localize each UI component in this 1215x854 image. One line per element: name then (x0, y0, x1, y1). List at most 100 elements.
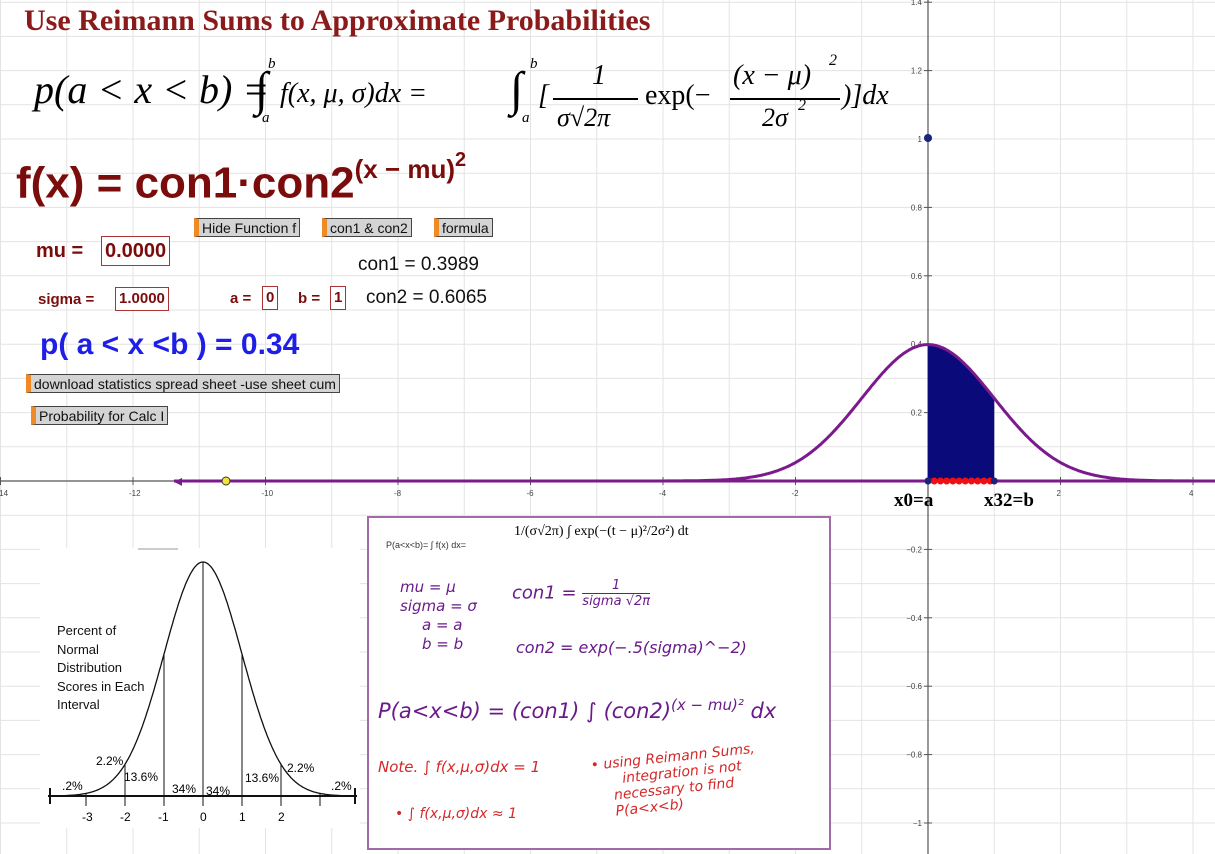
integral-sign-2: ∫ (510, 63, 524, 116)
riemann-point (980, 477, 988, 485)
note-probability: P(a<x<b) = (con1) ∫ (con2)(x − mu)² dx (378, 696, 777, 723)
normal-curve (649, 343, 1213, 483)
pct-label: .2% (331, 779, 352, 793)
page-title: Use Reimann Sums to Approximate Probabil… (24, 4, 651, 37)
note-approx: • ∫ f(x,μ,σ)dx ≈ 1 (395, 806, 517, 822)
lower-limit: a (262, 110, 270, 126)
y-tick-label: 0.4 (911, 340, 923, 349)
note-definitions: mu = μ sigma = σ a = a b = b (400, 578, 477, 654)
b-input[interactable]: 1 (330, 286, 347, 310)
bell-tick: 1 (239, 810, 246, 824)
x-tick-label: -14 (0, 489, 9, 498)
bell-tick: -2 (120, 810, 131, 824)
y-tick-label: −0.6 (906, 682, 922, 691)
integral-sign: ∫ (255, 63, 269, 116)
riemann-point (930, 477, 938, 485)
mu-label: mu = (36, 240, 84, 262)
probability-result: p( a < x <b ) = 0.34 (40, 328, 300, 361)
exp-den-sq: 2 (798, 97, 806, 114)
exp-text: exp(− (645, 80, 711, 111)
y-tick-label: 1.4 (911, 0, 923, 7)
riemann-points (924, 477, 998, 485)
pct-label: .2% (62, 779, 83, 793)
sigma-label: sigma = (38, 291, 95, 308)
function-definition: f(x) = con1·con2(x − mu)2 (16, 149, 467, 208)
exp-num-sq: 2 (829, 52, 837, 69)
fraction-den: σ√2π (557, 103, 611, 132)
note-con2: con2 = exp(−.5(sigma)^−2) (516, 638, 747, 657)
hide-function-button[interactable]: Hide Function f (194, 218, 301, 237)
integral-formula: p(a < x < b) = (34, 67, 270, 112)
riemann-point (943, 477, 951, 485)
x-tick-label: -2 (792, 489, 800, 498)
fraction-bar (553, 98, 638, 100)
bell-tick: -1 (158, 810, 169, 824)
def-line: mu = μ (400, 578, 456, 596)
formula-mid: f(x, μ, σ)dx = (280, 78, 428, 109)
fraction-num: 1 (592, 60, 606, 91)
b-label: b = (298, 290, 321, 307)
exp-bar (730, 98, 840, 100)
formula-button[interactable]: formula (434, 218, 493, 237)
bell-tick: 2 (278, 810, 285, 824)
a-input[interactable]: 0 (262, 286, 279, 310)
x-tick-label: -8 (394, 489, 402, 498)
riemann-area (928, 344, 995, 481)
note-con1: con1 = 1 sigma √2π (512, 578, 651, 609)
bell-tick: 0 (200, 810, 207, 824)
caption-line: Interval (57, 697, 100, 712)
lower-limit-2: a (522, 110, 530, 126)
y-tick-label: 0.8 (911, 203, 923, 212)
riemann-point (936, 477, 944, 485)
def-line: a = a (422, 616, 463, 634)
download-spreadsheet-button[interactable]: download statistics spread sheet -use sh… (26, 374, 340, 393)
mu-input[interactable]: 0.0000 (101, 236, 171, 266)
x-tick-label: -12 (129, 489, 141, 498)
def-line: b = b (422, 635, 464, 653)
bracket: [ (538, 80, 549, 111)
y-tick-label: −0.4 (906, 614, 922, 623)
note-box (367, 516, 831, 850)
caption-line: Distribution (57, 660, 123, 675)
label-b: x32=b (984, 490, 1034, 511)
point-b[interactable] (990, 477, 998, 485)
pct-label: 13.6% (124, 770, 159, 784)
slider-point[interactable] (221, 476, 231, 486)
riemann-point (961, 477, 969, 485)
pct-label: 2.2% (96, 754, 124, 768)
con2-value: con2 = 0.6065 (366, 287, 487, 308)
probability-calc-button[interactable]: Probability for Calc I (31, 406, 169, 425)
y-tick-label: −0.2 (906, 545, 922, 554)
riemann-point (974, 477, 982, 485)
note-formula-print: P(a<x<b)= ∫ f(x) dx= (386, 540, 467, 550)
x-tick-label: -4 (659, 489, 667, 498)
exp-num: (x − μ) (733, 60, 812, 91)
tick-labels: -14-12-10-8-6-4-2241.41.210.80.60.40.2−0… (0, 0, 1194, 828)
con1-con2-button[interactable]: con1 & con2 (322, 218, 412, 237)
riemann-point (967, 477, 975, 485)
point-1[interactable] (924, 134, 932, 142)
upper-limit: b (268, 56, 276, 72)
x-tick-label: 2 (1057, 489, 1062, 498)
y-tick-label: −1 (913, 819, 923, 828)
point-a[interactable] (924, 477, 932, 485)
caption-line: Percent of (57, 623, 117, 638)
y-tick-label: 1.2 (911, 67, 923, 76)
upper-limit-2: b (530, 56, 538, 72)
label-a: x0=a (894, 490, 934, 511)
caption-line: Scores in Each (57, 678, 145, 694)
exp-den: 2σ (762, 103, 788, 132)
x-tick-label: 4 (1189, 489, 1194, 498)
formula-tail: )]dx (842, 80, 889, 111)
bell-caption: Percent of Normal Distribution Scores in… (57, 622, 144, 715)
sigma-input[interactable]: 1.0000 (115, 287, 169, 311)
pct-label: 13.6% (245, 771, 280, 785)
bell-tick: -3 (82, 810, 93, 824)
pct-label: 34% (172, 782, 197, 796)
x-tick-label: -10 (262, 489, 274, 498)
bell-curve-image (40, 548, 360, 828)
def-line: sigma = σ (400, 597, 477, 615)
arrow-left-icon: ◂ (174, 473, 182, 490)
y-tick-label: 0.6 (911, 272, 923, 281)
